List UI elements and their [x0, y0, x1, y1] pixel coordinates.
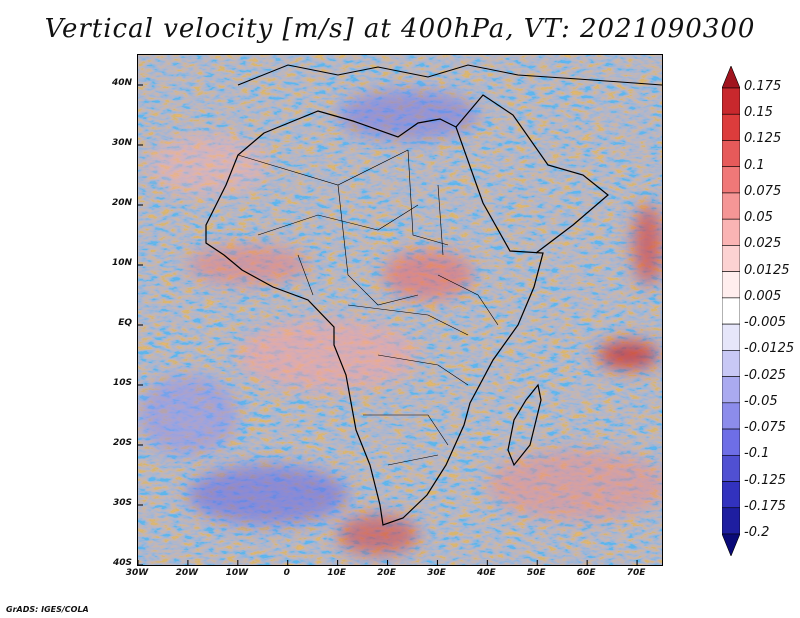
colorbar-label: 0.025 [744, 236, 782, 252]
lon-tick-label: 20W [175, 568, 199, 578]
lon-tick-label: 60E [576, 568, 596, 578]
colorbar-swatch [722, 271, 740, 299]
colorbar-swatch [722, 245, 740, 272]
europe-coastline [237, 64, 662, 86]
country-borders [237, 149, 499, 466]
lon-tick-label: 30E [427, 568, 446, 578]
chart-title: Vertical velocity [m/s] at 400hPa, VT: 2… [44, 14, 756, 44]
lon-tick-label: 0 [283, 568, 290, 578]
arabia-coastline [455, 94, 609, 254]
africa-coastline [205, 110, 544, 526]
colorbar-swatch [722, 376, 740, 404]
colorbar-swatch [722, 166, 740, 194]
colorbar-label: -0.05 [744, 393, 778, 409]
colorbar-swatch [722, 113, 740, 141]
lon-tick-label: 20E [377, 568, 396, 578]
colorbar-label: -0.175 [744, 498, 786, 514]
colorbar-label: -0.075 [744, 420, 786, 436]
lon-tick-label: 10E [327, 568, 346, 578]
lon-tick-label: 10W [225, 568, 249, 578]
colorbar-label: 0.1 [744, 157, 765, 173]
colorbar-swatch [722, 87, 740, 115]
colorbar-swatch [722, 454, 740, 482]
colorbar-swatch [722, 218, 740, 246]
colorbar-swatch [722, 507, 740, 535]
colorbar-swatch [722, 402, 740, 430]
colorbar-label: 0.05 [744, 210, 773, 226]
colorbar-swatch [722, 428, 740, 456]
colorbar-label: -0.0125 [744, 341, 795, 357]
grid-ticks [138, 84, 638, 565]
colorbar-label: -0.125 [744, 472, 786, 488]
lon-tick-label: 50E [526, 568, 546, 578]
colorbar-swatch [722, 297, 740, 325]
colorbar-label: -0.1 [744, 446, 770, 462]
lat-tick-label: EQ [118, 318, 132, 328]
velocity-map [138, 55, 662, 565]
lon-tick-label: 30W [125, 568, 149, 578]
colorbar-label: 0.075 [744, 183, 782, 199]
lat-tick-label: 20S [112, 438, 132, 448]
colorbar-label: 0.15 [744, 105, 773, 121]
lat-tick-label: 20N [111, 198, 132, 208]
colorbar-label: 0.175 [744, 79, 782, 94]
colorbar-swatch [722, 350, 740, 377]
lat-tick-label: 30N [111, 138, 132, 148]
colorbar-label: 0.125 [744, 131, 782, 147]
colorbar [722, 66, 740, 556]
lat-tick-label: 10N [111, 258, 132, 268]
credit-text: GrADS: IGES/COLA [6, 605, 89, 614]
colorbar-label: 0.0125 [744, 262, 790, 278]
colorbar-swatch [722, 66, 740, 89]
colorbar-label: -0.005 [744, 315, 786, 331]
lat-tick-label: 10S [112, 378, 132, 388]
lat-tick-label: 40N [111, 78, 132, 88]
lat-tick-label: 40S [112, 558, 132, 568]
colorbar-swatch [722, 533, 740, 556]
lon-tick-label: 40E [476, 568, 496, 578]
colorbar-label: 0.005 [744, 288, 782, 304]
colorbar-swatch [722, 140, 740, 168]
lat-tick-label: 30S [112, 498, 132, 508]
colorbar-swatch [722, 192, 740, 220]
lon-tick-label: 70E [626, 568, 646, 578]
madagascar-coastline [507, 383, 542, 467]
colorbar-swatch [722, 323, 740, 351]
field-patches [138, 90, 662, 555]
colorbar-label: -0.025 [744, 367, 786, 383]
map-panel [137, 54, 663, 566]
colorbar-swatch [722, 481, 740, 509]
colorbar-label: -0.2 [744, 525, 770, 540]
